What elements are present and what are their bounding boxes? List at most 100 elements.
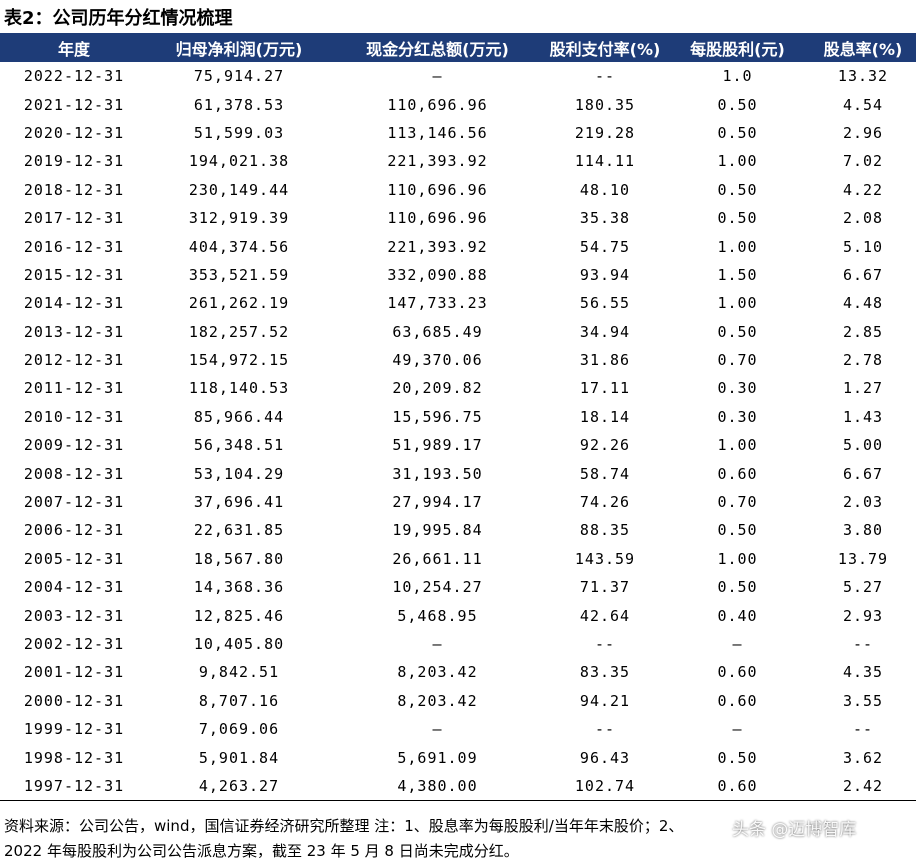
table-cell: 1.00 bbox=[717, 436, 758, 455]
table-cell: 0.60 bbox=[717, 464, 758, 483]
table-row: 1998-12-31 5,901.84 5,691.09 96.43 0.50 3.62 bbox=[0, 743, 916, 771]
table-cell: 2009-12-31 bbox=[23, 436, 125, 455]
table-cell: 5.10 bbox=[842, 237, 884, 256]
header-cell: 归母净利润(万元) bbox=[148, 33, 330, 62]
table-cell: 230,149.44 bbox=[188, 180, 290, 199]
header-cell: 现金分红总额(万元) bbox=[330, 33, 545, 62]
table-cell: 221,393.92 bbox=[387, 152, 488, 171]
table-row: 2003-12-31 12,825.46 5,468.95 42.64 0.40 2.93 bbox=[0, 601, 916, 629]
table-cell: 1.43 bbox=[842, 407, 884, 426]
table-cell: 71.37 bbox=[579, 578, 631, 597]
table-cell: 49,370.06 bbox=[392, 351, 483, 370]
table-cell: 4.35 bbox=[842, 663, 884, 682]
table-cell: — bbox=[432, 720, 443, 739]
table-cell: 0.70 bbox=[717, 493, 758, 512]
table-cell: 2017-12-31 bbox=[23, 209, 125, 228]
table-cell: 4,263.27 bbox=[148, 771, 330, 802]
table-row: 2016-12-31 404,374.56 221,393.92 54.75 1.00 5… bbox=[0, 232, 916, 260]
table-cell: 34.94 bbox=[579, 322, 631, 341]
table-cell: 51,989.17 bbox=[392, 436, 483, 455]
table-cell: 182,257.52 bbox=[188, 322, 290, 341]
table-cell: 180.35 bbox=[574, 95, 636, 114]
table-cell: 143.59 bbox=[574, 549, 636, 568]
table-cell: 2000-12-31 bbox=[23, 691, 125, 710]
table-row: 2019-12-31 194,021.38 221,393.92 114.11 1.00… bbox=[0, 147, 916, 175]
table-cell: 4.22 bbox=[842, 180, 884, 199]
table-cell: 8,203.42 bbox=[397, 663, 478, 682]
table-cell: 18,567.80 bbox=[193, 549, 285, 568]
table-cell: 5.00 bbox=[842, 436, 884, 455]
table-cell: 2006-12-31 bbox=[23, 521, 125, 540]
table-cell: 74.26 bbox=[579, 493, 631, 512]
table-cell: 31.86 bbox=[579, 351, 631, 370]
table-cell: 0.30 bbox=[717, 379, 758, 398]
table-cell: 0.60 bbox=[717, 663, 758, 682]
table-cell: 93.94 bbox=[579, 265, 631, 284]
table-cell: 114.11 bbox=[574, 152, 636, 171]
table-cell: 4.48 bbox=[842, 294, 884, 313]
table-cell: 2004-12-31 bbox=[23, 578, 125, 597]
table-cell: 2014-12-31 bbox=[23, 294, 125, 313]
table-cell: 0.60 bbox=[665, 771, 810, 802]
table-cell: 154,972.15 bbox=[188, 351, 290, 370]
header-cell: 年度 bbox=[0, 33, 148, 62]
header-cell: 股息率(%) bbox=[810, 33, 916, 62]
table-cell: 17.11 bbox=[579, 379, 631, 398]
table-cell: 22,631.85 bbox=[193, 521, 285, 540]
table-cell: 8,203.42 bbox=[397, 691, 478, 710]
table-cell: 2003-12-31 bbox=[23, 606, 125, 625]
table-cell: 332,090.88 bbox=[387, 265, 488, 284]
note-line: 2022 年每股股利为公司公告派息方案，截至 23 年 5 月 8 日尚未完成分… bbox=[4, 842, 519, 860]
table-cell: 8,707.16 bbox=[198, 691, 280, 710]
table-cell: 92.26 bbox=[579, 436, 631, 455]
table-cell: 9,842.51 bbox=[198, 663, 280, 682]
table-cell: 31,193.50 bbox=[392, 464, 483, 483]
table-cell: — bbox=[732, 720, 743, 739]
table-cell: 75,914.27 bbox=[193, 67, 285, 86]
table-cell: 7.02 bbox=[842, 152, 884, 171]
table-cell: 5,691.09 bbox=[397, 748, 478, 767]
table-cell: -- bbox=[594, 67, 616, 86]
table-cell: 3.62 bbox=[842, 748, 884, 767]
table-cell: 14,368.36 bbox=[193, 578, 285, 597]
table-cell: 1998-12-31 bbox=[23, 748, 125, 767]
table-cell: 0.50 bbox=[717, 209, 758, 228]
table-cell: 85,966.44 bbox=[193, 407, 285, 426]
table-cell: 2.93 bbox=[842, 606, 884, 625]
table-cell: 2002-12-31 bbox=[23, 635, 125, 653]
table-cell: 2010-12-31 bbox=[23, 407, 125, 426]
table-cell: 2.42 bbox=[810, 771, 916, 802]
table-cell: 110,696.96 bbox=[387, 95, 488, 114]
table-cell: 1.00 bbox=[717, 152, 758, 171]
table-row: 2009-12-31 56,348.51 51,989.17 92.26 1.00 5.0… bbox=[0, 431, 916, 459]
table-cell: 2.85 bbox=[842, 322, 884, 341]
table-body: 2022-12-31 75,914.27 — -- 1.0 13.32 2021-12-31… bbox=[0, 62, 916, 802]
table-cell: 10,254.27 bbox=[392, 578, 483, 597]
table-row: 1999-12-31 7,069.06 — -- — -- bbox=[0, 715, 916, 743]
table-row: 2007-12-31 37,696.41 27,994.17 74.26 0.70 2.0… bbox=[0, 488, 916, 516]
table-cell: — bbox=[732, 635, 743, 653]
table-row: 2015-12-31 353,521.59 332,090.88 93.94 1.50 6… bbox=[0, 261, 916, 289]
table-cell: 1.50 bbox=[717, 265, 758, 284]
table-cell: 2.08 bbox=[842, 209, 884, 228]
table-cell: 261,262.19 bbox=[188, 294, 290, 313]
table-cell: 1999-12-31 bbox=[23, 720, 125, 739]
table-cell: 0.60 bbox=[717, 691, 758, 710]
table-row: 2021-12-31 61,378.53 110,696.96 180.35 0.50 4… bbox=[0, 90, 916, 118]
table-cell: 102.74 bbox=[545, 771, 665, 802]
table-cell: 2008-12-31 bbox=[23, 464, 125, 483]
table-cell: 83.35 bbox=[579, 663, 631, 682]
table-cell: 6.67 bbox=[842, 464, 884, 483]
table-cell: 7,069.06 bbox=[198, 720, 280, 739]
table-cell: 221,393.92 bbox=[387, 237, 488, 256]
table-cell: 2001-12-31 bbox=[23, 663, 125, 682]
table-cell: 2013-12-31 bbox=[23, 322, 125, 341]
table-row: 2010-12-31 85,966.44 15,596.75 18.14 0.30 1.4… bbox=[0, 403, 916, 431]
table-row: 2001-12-31 9,842.51 8,203.42 83.35 0.60 4.35 bbox=[0, 658, 916, 686]
table-cell: 3.55 bbox=[842, 691, 884, 710]
table-row: 2022-12-31 75,914.27 — -- 1.0 13.32 bbox=[0, 62, 916, 90]
table-cell: 10,405.80 bbox=[193, 635, 285, 653]
table-row: 2005-12-31 18,567.80 26,661.11 143.59 1.00 13… bbox=[0, 545, 916, 573]
table-cell: 110,696.96 bbox=[387, 180, 488, 199]
table-cell: 2.96 bbox=[842, 123, 884, 142]
